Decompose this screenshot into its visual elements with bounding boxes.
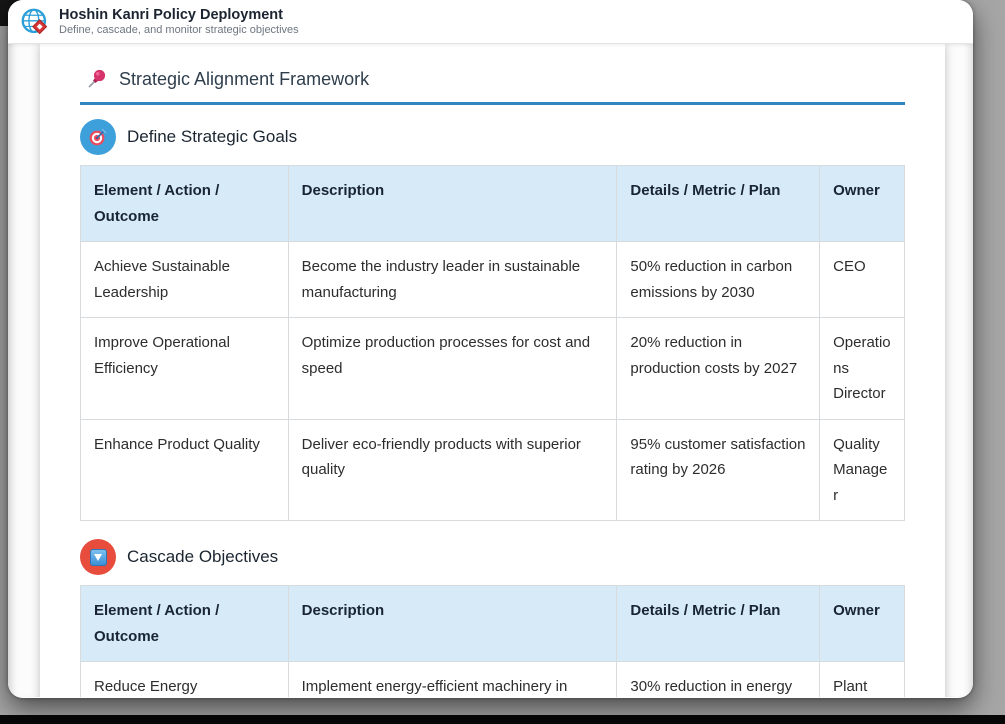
cell-description: Optimize production processes for cost a…	[287, 317, 618, 420]
col-details-metric-plan: Details / Metric / Plan	[616, 165, 821, 242]
col-description: Description	[287, 165, 618, 242]
content-scroll-area[interactable]: Strategic Alignment Framework Define Str…	[8, 44, 973, 697]
strategic-goals-table: Element / Action / Outcome Description D…	[80, 165, 905, 521]
cell-element: Enhance Product Quality	[80, 418, 289, 521]
page-card: Strategic Alignment Framework Define Str…	[40, 44, 945, 697]
section-define-strategic-goals: Define Strategic Goals	[80, 119, 905, 155]
cell-details: 50% reduction in carbon emissions by 203…	[616, 241, 821, 318]
cell-details: 20% reduction in production costs by 202…	[616, 317, 821, 420]
table-row: Enhance Product Quality Deliver eco-frie…	[80, 418, 905, 521]
cell-owner: Quality Manager	[819, 418, 905, 521]
app-subtitle: Define, cascade, and monitor strategic o…	[59, 23, 299, 36]
cell-owner: CEO	[819, 241, 905, 318]
table-row: Improve Operational Efficiency Optimize …	[80, 317, 905, 420]
cell-description: Deliver eco-friendly products with super…	[287, 418, 618, 521]
cell-details: 30% reduction in energy use by 2026	[616, 661, 821, 697]
section-heading-text: Define Strategic Goals	[127, 127, 298, 146]
cascade-objectives-table: Element / Action / Outcome Description D…	[80, 585, 905, 697]
cell-element: Improve Operational Efficiency	[80, 317, 289, 420]
app-title: Hoshin Kanri Policy Deployment	[59, 6, 283, 23]
cell-owner: Plant Manager	[819, 661, 905, 697]
section-cascade-objectives: Cascade Objectives	[80, 539, 905, 575]
app-header: Hoshin Kanri Policy Deployment Define, c…	[8, 0, 973, 44]
screen-bottom-edge	[0, 715, 1005, 724]
col-element-action-outcome: Element / Action / Outcome	[80, 165, 289, 242]
table-header-row: Element / Action / Outcome Description D…	[80, 585, 905, 662]
col-element-action-outcome: Element / Action / Outcome	[80, 585, 289, 662]
cascade-down-icon	[80, 539, 116, 575]
page-title-text: Strategic Alignment Framework	[119, 68, 370, 89]
cell-owner: Operations Director	[819, 317, 905, 420]
cell-element: Achieve Sustainable Leadership	[80, 241, 289, 318]
cell-details: 95% customer satisfaction rating by 2026	[616, 418, 821, 521]
table-header-row: Element / Action / Outcome Description D…	[80, 165, 905, 242]
section-heading-text: Cascade Objectives	[127, 547, 279, 566]
cell-element: Reduce Energy Consumption	[80, 661, 289, 697]
table-row: Reduce Energy Consumption Implement ener…	[80, 661, 905, 697]
table-row: Achieve Sustainable Leadership Become th…	[80, 241, 905, 318]
col-owner: Owner	[819, 165, 905, 242]
col-description: Description	[287, 585, 618, 662]
target-icon	[80, 119, 116, 155]
app-logo-globe-diamond-icon	[21, 8, 48, 34]
col-details-metric-plan: Details / Metric / Plan	[616, 585, 821, 662]
page-title: Strategic Alignment Framework	[80, 68, 905, 105]
cell-description: Become the industry leader in sustainabl…	[287, 241, 618, 318]
pushpin-icon	[88, 69, 106, 88]
cell-description: Implement energy-efficient machinery in …	[287, 661, 618, 697]
app-window: Hoshin Kanri Policy Deployment Define, c…	[8, 0, 973, 698]
col-owner: Owner	[819, 585, 905, 662]
